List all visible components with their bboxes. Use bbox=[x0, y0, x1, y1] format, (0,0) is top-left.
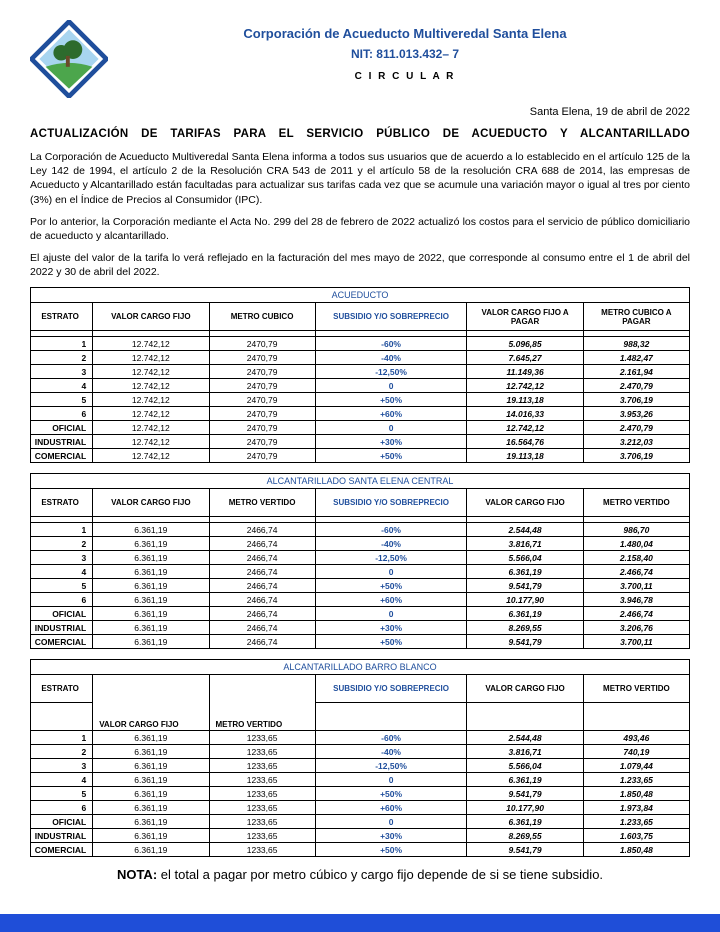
table-row: 66.361,192466,74+60%10.177,903.946,78 bbox=[31, 593, 690, 607]
table-header-row: ESTRATO VALOR CARGO FIJO METRO VERTIDO S… bbox=[31, 489, 690, 517]
paragraph-2: Por lo anterior, la Corporación mediante… bbox=[30, 215, 690, 243]
table-row: 112.742,122470,79-60%5.096,85988,32 bbox=[31, 337, 690, 351]
table-row: 612.742,122470,79+60%14.016,333.953,26 bbox=[31, 407, 690, 421]
table-row: 36.361,192466,74-12,50%5.566,042.158,40 bbox=[31, 551, 690, 565]
table-alc-barro: ALCANTARILLADO BARRO BLANCO ESTRATO VALO… bbox=[30, 659, 690, 857]
circular-label: C I R C U L A R bbox=[120, 71, 690, 82]
table-header-row: ESTRATO VALOR CARGO FIJO METRO CUBICO SU… bbox=[31, 303, 690, 331]
table-row: 46.361,191233,6506.361,191.233,65 bbox=[31, 773, 690, 787]
table-row: 212.742,122470,79-40%7.645,271.482,47 bbox=[31, 351, 690, 365]
table-title: ALCANTARILLADO SANTA ELENA CENTRAL bbox=[31, 474, 690, 489]
table-row: 46.361,192466,7406.361,192.466,74 bbox=[31, 565, 690, 579]
table-acueducto: ACUEDUCTO ESTRATO VALOR CARGO FIJO METRO… bbox=[30, 287, 690, 463]
main-title: ACTUALIZACIÓN DE TARIFAS PARA EL SERVICI… bbox=[30, 128, 690, 140]
table-row: 412.742,122470,79012.742,122.470,79 bbox=[31, 379, 690, 393]
table-row: 66.361,191233,65+60%10.177,901.973,84 bbox=[31, 801, 690, 815]
table-row: INDUSTRIAL6.361,192466,74+30%8.269,553.2… bbox=[31, 621, 690, 635]
footer-bar bbox=[0, 914, 720, 932]
table-alc-central: ALCANTARILLADO SANTA ELENA CENTRAL ESTRA… bbox=[30, 473, 690, 649]
table-row: COMERCIAL6.361,191233,65+50%9.541,791.85… bbox=[31, 843, 690, 857]
table-row: 16.361,192466,74-60%2.544,48986,70 bbox=[31, 523, 690, 537]
table-title: ALCANTARILLADO BARRO BLANCO bbox=[31, 660, 690, 675]
table-row: 16.361,191233,65-60%2.544,48493,46 bbox=[31, 731, 690, 745]
table-row: COMERCIAL12.742,122470,79+50%19.113,183.… bbox=[31, 449, 690, 463]
table-row: 26.361,192466,74-40%3.816,711.480,04 bbox=[31, 537, 690, 551]
table-header-row: ESTRATO VALOR CARGO FIJO METRO VERTIDO S… bbox=[31, 675, 690, 703]
table-row: 36.361,191233,65-12,50%5.566,041.079,44 bbox=[31, 759, 690, 773]
paragraph-3: El ajuste del valor de la tarifa lo verá… bbox=[30, 251, 690, 279]
nota-label: NOTA: bbox=[117, 867, 157, 882]
table-row: OFICIAL6.361,191233,6506.361,191.233,65 bbox=[31, 815, 690, 829]
table-row: 512.742,122470,79+50%19.113,183.706,19 bbox=[31, 393, 690, 407]
nota: NOTA: el total a pagar por metro cúbico … bbox=[30, 867, 690, 882]
table-row: OFICIAL6.361,192466,7406.361,192.466,74 bbox=[31, 607, 690, 621]
table-row: 56.361,192466,74+50%9.541,793.700,11 bbox=[31, 579, 690, 593]
table-title: ACUEDUCTO bbox=[31, 288, 690, 303]
logo-icon bbox=[30, 20, 108, 98]
table-row: COMERCIAL6.361,192466,74+50%9.541,793.70… bbox=[31, 635, 690, 649]
table-row: OFICIAL12.742,122470,79012.742,122.470,7… bbox=[31, 421, 690, 435]
table-row: INDUSTRIAL6.361,191233,65+30%8.269,551.6… bbox=[31, 829, 690, 843]
paragraph-1: La Corporación de Acueducto Multiveredal… bbox=[30, 150, 690, 207]
nit: NIT: 811.013.432– 7 bbox=[120, 47, 690, 61]
org-name: Corporación de Acueducto Multiveredal Sa… bbox=[120, 26, 690, 41]
nota-text: el total a pagar por metro cúbico y carg… bbox=[157, 867, 603, 882]
table-row: 312.742,122470,79-12,50%11.149,362.161,9… bbox=[31, 365, 690, 379]
table-row: INDUSTRIAL12.742,122470,79+30%16.564,763… bbox=[31, 435, 690, 449]
date-line: Santa Elena, 19 de abril de 2022 bbox=[30, 106, 690, 118]
table-row: 26.361,191233,65-40%3.816,71740,19 bbox=[31, 745, 690, 759]
header: Corporación de Acueducto Multiveredal Sa… bbox=[30, 20, 690, 98]
table-row: 56.361,191233,65+50%9.541,791.850,48 bbox=[31, 787, 690, 801]
